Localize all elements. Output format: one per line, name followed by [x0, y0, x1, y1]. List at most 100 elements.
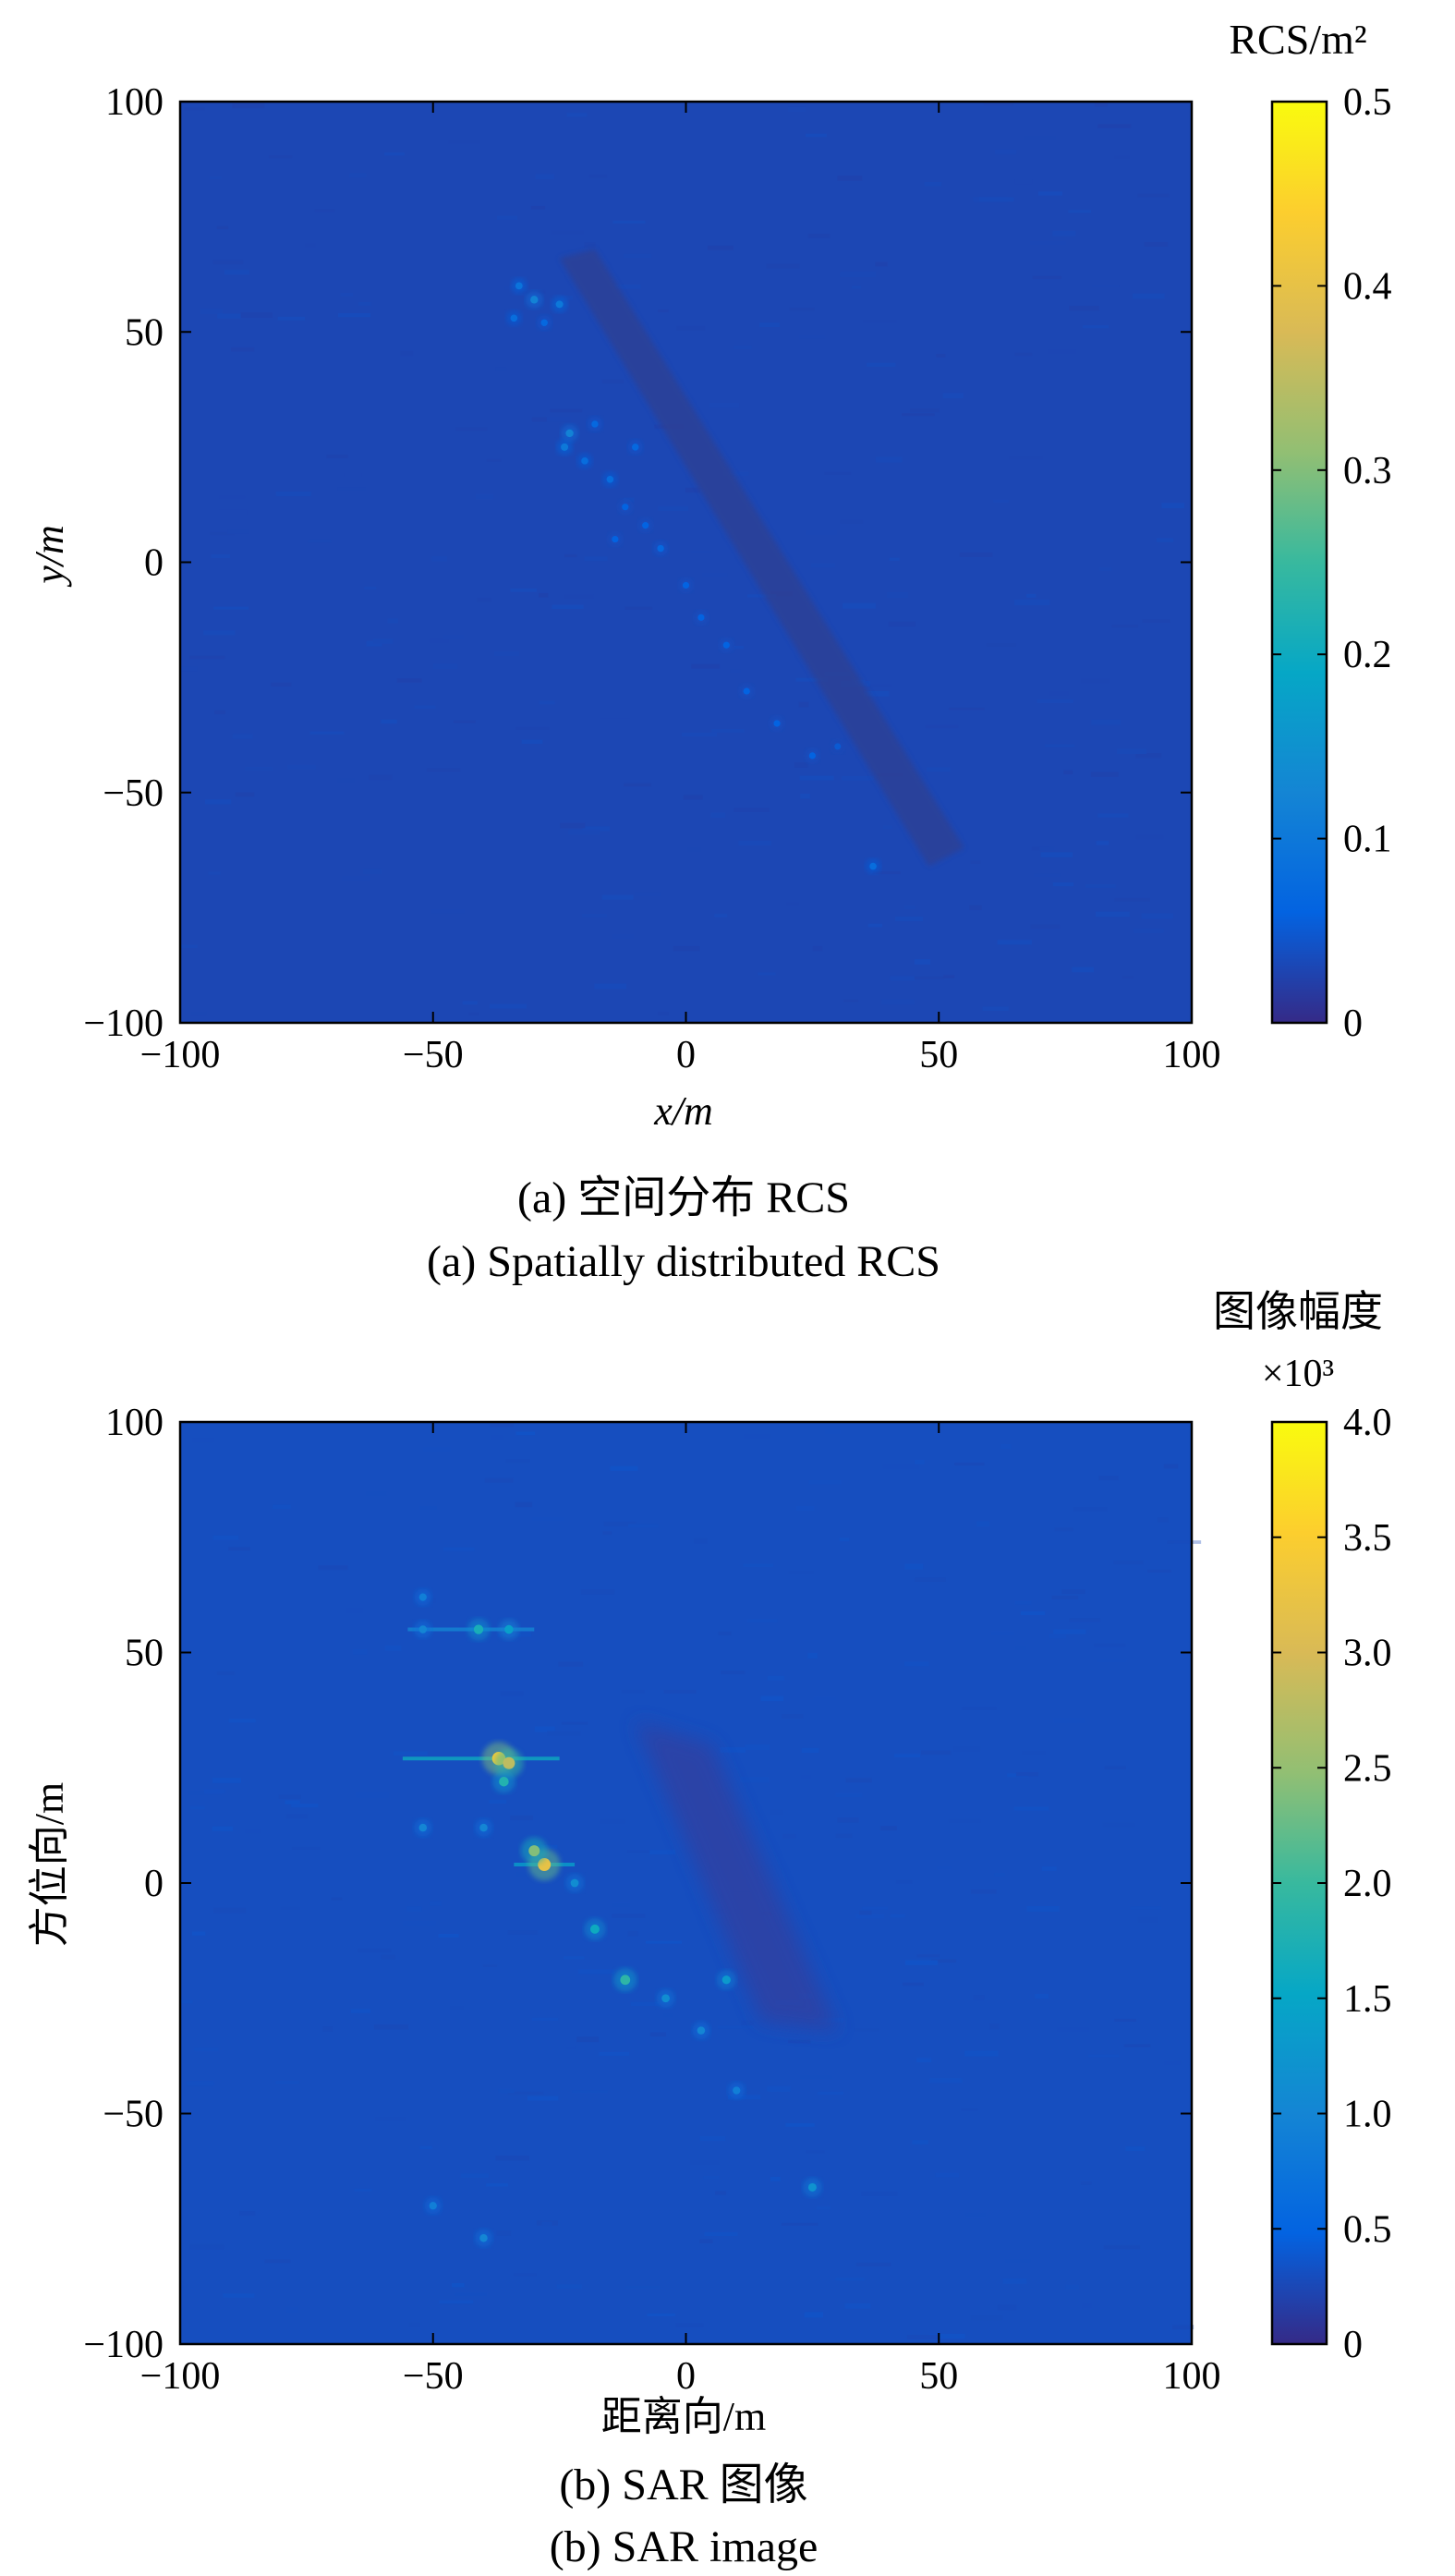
speckle — [931, 1959, 957, 1963]
speckle — [477, 597, 492, 602]
speckle — [184, 107, 205, 111]
speckle — [565, 2046, 576, 2049]
speckle — [375, 2116, 407, 2121]
chart-a-scatter-point — [530, 296, 539, 304]
speckle — [1135, 753, 1162, 759]
speckle — [624, 497, 635, 503]
chart-a-scatter-point — [612, 535, 619, 543]
chart-b-y-axis-label: 方位向/m — [27, 1782, 72, 1947]
speckle — [550, 408, 583, 413]
chart-b-scatter-point — [429, 2202, 437, 2210]
speckle — [1082, 2303, 1093, 2309]
speckle — [711, 729, 745, 733]
colorbar-tick-label: 0.3 — [1343, 450, 1392, 492]
speckle — [186, 2081, 214, 2086]
speckle — [970, 860, 981, 865]
speckle — [722, 471, 749, 476]
speckle — [381, 719, 397, 724]
speckle — [314, 209, 335, 213]
speckle — [1094, 103, 1108, 107]
speckle — [210, 531, 235, 536]
speckle — [291, 1846, 321, 1851]
speckle — [888, 621, 916, 627]
speckle — [1137, 1916, 1158, 1923]
speckle — [1045, 744, 1075, 747]
speckle — [504, 286, 515, 290]
speckle — [601, 379, 624, 384]
speckle — [203, 630, 236, 636]
speckle — [454, 2292, 488, 2296]
speckle — [308, 540, 332, 543]
speckle — [496, 215, 517, 220]
speckle — [904, 1563, 924, 1570]
speckle — [352, 1649, 368, 1655]
speckle — [1111, 624, 1139, 628]
speckle — [720, 1746, 746, 1753]
speckle — [882, 1464, 920, 1469]
speckle — [759, 322, 780, 328]
speckle — [921, 1750, 952, 1756]
speckle — [807, 233, 831, 238]
speckle — [699, 2135, 726, 2142]
speckle — [835, 1833, 853, 1839]
chart-a-scatter-point — [581, 457, 588, 465]
speckle — [747, 594, 777, 598]
speckle — [432, 663, 458, 670]
speckle — [275, 491, 311, 496]
speckle — [953, 1745, 981, 1752]
speckle — [948, 1818, 981, 1823]
speckle — [855, 1914, 885, 1919]
speckle — [349, 173, 367, 178]
speckle — [927, 767, 951, 772]
speckle — [1137, 193, 1170, 198]
speckle — [212, 1907, 247, 1914]
chart-a-y-axis-label: y/m — [27, 525, 72, 588]
speckle — [734, 808, 770, 812]
speckle — [788, 2039, 811, 2044]
chart-b-scatter-point — [504, 1624, 514, 1634]
speckle — [788, 1571, 814, 1575]
speckle — [213, 606, 249, 610]
speckle — [895, 1879, 913, 1884]
speckle — [387, 618, 399, 624]
speckle — [798, 701, 809, 708]
speckle — [551, 230, 584, 235]
speckle — [864, 690, 890, 697]
chart-a-scatter-point — [540, 319, 548, 326]
speckle — [745, 1744, 770, 1751]
colorbar-tick-label: 0.1 — [1343, 819, 1392, 861]
speckle — [191, 1931, 206, 1936]
speckle — [789, 307, 815, 311]
speckle — [851, 286, 862, 289]
speckle — [707, 245, 734, 250]
speckle — [337, 487, 367, 492]
speckle — [1026, 1906, 1060, 1913]
speckle — [855, 2262, 891, 2267]
chart-b-scatter-point — [503, 1756, 515, 1769]
speckle — [1144, 242, 1169, 247]
speckle — [741, 2020, 754, 2026]
speckle — [635, 892, 662, 897]
speckle — [673, 945, 700, 952]
chart-a-scatter-point — [515, 282, 523, 290]
speckle — [1013, 1806, 1049, 1811]
chart-b-shadow-region — [635, 1721, 838, 2031]
speckle — [491, 1435, 504, 1440]
speckle — [542, 417, 571, 422]
speckle — [536, 2219, 558, 2226]
chart-a-scatter-point — [682, 581, 690, 589]
chart-a-scatter-point — [834, 743, 842, 750]
speckle — [994, 1872, 1006, 1877]
speckle — [646, 1940, 682, 1944]
chart-b-scatter-point — [661, 1994, 670, 2003]
speckle — [766, 263, 800, 269]
speckle — [189, 655, 225, 660]
speckle — [810, 563, 836, 567]
speckle — [795, 1505, 815, 1511]
speckle — [734, 645, 744, 650]
speckle — [1061, 1588, 1085, 1595]
speckle — [733, 345, 752, 349]
speckle — [191, 1011, 207, 1016]
chart-a-scatter-point — [808, 752, 816, 759]
